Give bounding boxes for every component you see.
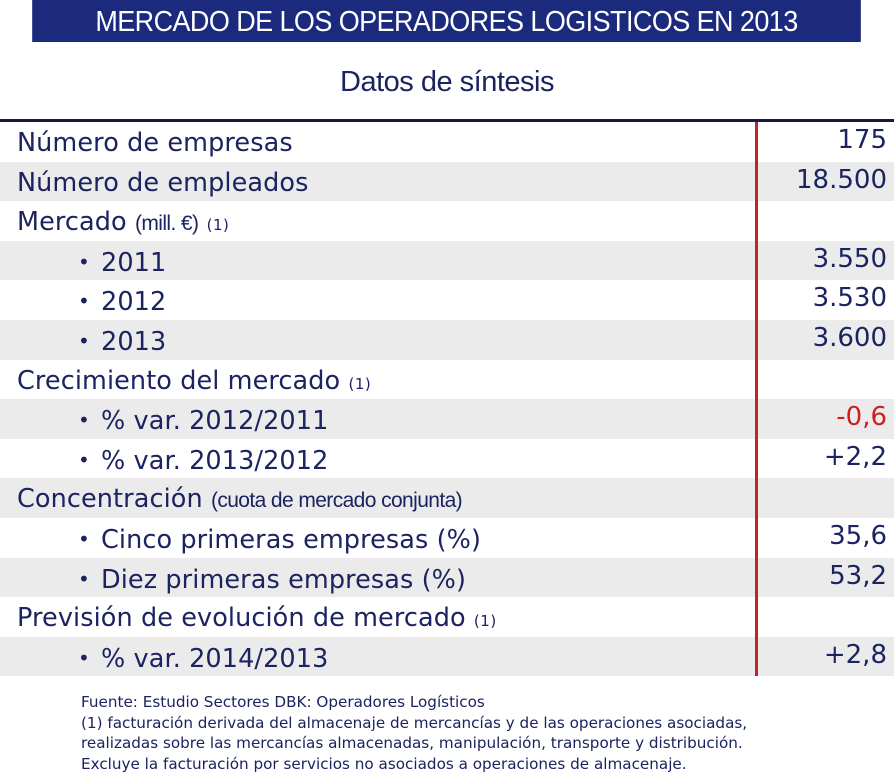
row-label-text: % var. 2014/2013 xyxy=(101,643,329,674)
bullet-icon: • xyxy=(78,645,90,670)
row-value: 18.500 xyxy=(796,164,887,195)
row-value: +2,8 xyxy=(823,639,887,670)
table-row-2013: • 2013 3.600 xyxy=(0,319,894,360)
row-value: 175 xyxy=(837,125,887,155)
footnote-mark: (1) xyxy=(206,216,230,235)
row-value: 3.550 xyxy=(812,243,887,274)
row-label: Número de empresas xyxy=(17,128,293,158)
section-heading: Previsión de evolución de mercado xyxy=(17,603,466,634)
column-divider xyxy=(755,122,758,676)
row-value: +2,2 xyxy=(823,441,887,472)
table-row-empresas: Número de empresas 175 xyxy=(0,122,894,162)
row-label: Número de empleados xyxy=(17,167,309,198)
row-value: 53,2 xyxy=(829,560,887,591)
row-label-text: 2011 xyxy=(101,247,167,278)
table-row-2011: • 2011 3.550 xyxy=(0,240,894,281)
bullet-icon: • xyxy=(78,566,90,591)
footnote-mark: (1) xyxy=(473,612,497,631)
bullet-icon: • xyxy=(78,408,90,433)
unit-note: (cuota de mercado conjunta) xyxy=(210,489,463,513)
table-row-empleados: Número de empleados 18.500 xyxy=(0,161,894,202)
bullet-icon: • xyxy=(78,447,90,472)
footnote-line: (1) facturación derivada del almacenaje … xyxy=(81,713,748,732)
row-label: Concentración (cuota de mercado conjunta… xyxy=(17,482,463,518)
row-label: • Diez primeras empresas (%) xyxy=(78,562,466,597)
table-row-var-2012-2011: • % var. 2012/2011 -0,6 xyxy=(0,399,894,439)
row-label: • 2011 xyxy=(78,245,166,280)
bullet-icon: • xyxy=(78,289,90,314)
page-title: MERCADO DE LOS OPERADORES LOGISTICOS EN … xyxy=(32,0,861,42)
footnote-line: Excluye la facturación por servicios no … xyxy=(81,754,687,773)
summary-table: Número de empresas 175 Número de emplead… xyxy=(0,119,894,677)
row-label: Mercado (mill. €) (1) xyxy=(17,205,229,242)
table-row-crecimiento: Crecimiento del mercado (1) xyxy=(0,360,894,400)
section-heading: Concentración xyxy=(17,484,203,515)
table-row-prevision: Previsión de evolución de mercado (1) xyxy=(0,597,894,637)
page-subtitle: Datos de síntesis xyxy=(340,66,554,98)
table-row-var-2013-2012: • % var. 2013/2012 +2,2 xyxy=(0,439,894,479)
footnote-mark: (1) xyxy=(348,374,372,393)
footnotes: Fuente: Estudio Sectores DBK: Operadores… xyxy=(81,692,891,774)
table-row-2012: • 2012 3.530 xyxy=(0,280,894,320)
table-row-var-2014-2013: • % var. 2014/2013 +2,8 xyxy=(0,636,894,677)
row-label-text: Diez primeras empresas (%) xyxy=(101,564,467,595)
footnote-line: realizadas sobre las mercancías almacena… xyxy=(81,734,743,752)
row-value: 3.530 xyxy=(812,283,887,314)
row-label-text: 2012 xyxy=(101,287,167,318)
row-label: • % var. 2013/2012 xyxy=(78,443,328,478)
section-heading: Crecimiento del mercado xyxy=(17,365,341,396)
table-row-cinco-primeras: • Cinco primeras empresas (%) 35,6 xyxy=(0,518,894,558)
row-label: • % var. 2012/2011 xyxy=(78,403,328,438)
row-label: Crecimiento del mercado (1) xyxy=(17,364,371,401)
row-value-negative: -0,6 xyxy=(836,402,887,433)
unit-note: (mill. €) xyxy=(134,212,199,236)
bullet-icon: • xyxy=(78,249,90,274)
table-row-concentracion: Concentración (cuota de mercado conjunta… xyxy=(0,478,894,518)
table-row-diez-primeras: • Diez primeras empresas (%) 53,2 xyxy=(0,557,894,598)
row-label: • 2013 xyxy=(78,324,166,359)
row-value: 3.600 xyxy=(812,322,887,353)
table-row-mercado: Mercado (mill. €) (1) xyxy=(0,201,894,241)
row-label-text: 2013 xyxy=(101,326,167,357)
row-label-text: % var. 2013/2012 xyxy=(101,445,329,476)
bullet-icon: • xyxy=(78,328,90,353)
row-label: Previsión de evolución de mercado (1) xyxy=(17,601,497,638)
section-heading: Mercado xyxy=(17,207,127,238)
row-label: • Cinco primeras empresas (%) xyxy=(78,522,481,557)
source-note: Fuente: Estudio Sectores DBK: Operadores… xyxy=(81,693,485,711)
bullet-icon: • xyxy=(78,526,90,551)
row-value: 35,6 xyxy=(829,520,887,551)
row-label: • 2012 xyxy=(78,284,166,319)
row-label-text: % var. 2012/2011 xyxy=(101,406,329,437)
row-label: • % var. 2014/2013 xyxy=(78,641,328,676)
row-label-text: Cinco primeras empresas (%) xyxy=(101,524,482,555)
